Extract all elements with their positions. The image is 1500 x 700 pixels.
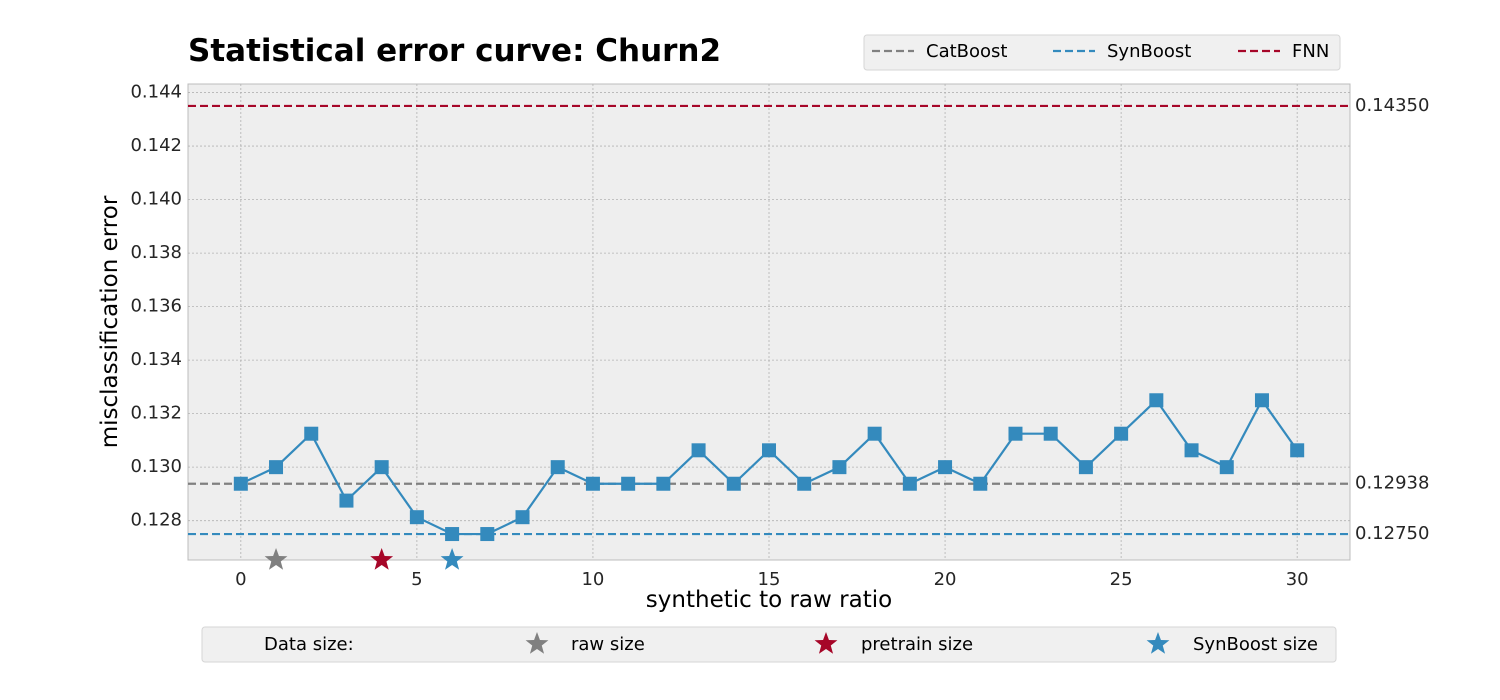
x-axis-label: synthetic to raw ratio	[646, 587, 892, 613]
y-tick-label: 0.136	[130, 296, 182, 317]
data-point	[973, 476, 988, 491]
legend-entry-label: raw size	[571, 634, 645, 655]
legend-entry-label: CatBoost	[926, 41, 1007, 62]
y-tick-label: 0.144	[130, 82, 182, 103]
grid	[188, 84, 1350, 560]
legend-star-icon	[814, 632, 838, 654]
data-point	[1290, 443, 1305, 458]
data-size-star-marker	[440, 548, 464, 570]
x-tick-label: 0	[235, 569, 246, 590]
reference-lines	[188, 104, 1350, 536]
legend-star-icon	[1146, 632, 1170, 654]
data-point	[867, 426, 882, 441]
legend-top-frame	[863, 34, 1341, 71]
data-point	[585, 476, 600, 491]
legend-entry-label: FNN	[1292, 41, 1329, 62]
reference-label-fnn: 0.14350	[1355, 95, 1429, 116]
y-tick-label: 0.140	[130, 189, 182, 210]
data-size-star-marker	[264, 548, 288, 570]
x-ticks: 0 5 10 15 20 25 30	[235, 569, 1309, 590]
data-point	[304, 426, 319, 441]
data-point	[726, 476, 741, 491]
data-point	[621, 476, 636, 491]
x-tick-label: 30	[1286, 569, 1309, 590]
y-tick-label: 0.132	[130, 403, 182, 424]
data-point	[1254, 393, 1269, 408]
data-point	[762, 443, 776, 458]
data-point	[269, 460, 284, 475]
series-layer	[233, 393, 1305, 542]
data-point	[1043, 426, 1058, 441]
data-point	[339, 493, 354, 508]
data-point	[1078, 460, 1093, 475]
legend-bottom-frame	[201, 626, 1337, 663]
x-tick-label: 15	[758, 569, 781, 590]
legend-bottom: Data size: raw size pretrain size SynBoost …	[201, 626, 1337, 663]
data-point	[1219, 460, 1234, 475]
y-axis-label: misclassification error	[97, 195, 123, 448]
data-point	[797, 476, 812, 491]
data-point	[938, 460, 953, 475]
data-size-star-marker	[370, 548, 394, 570]
data-point	[1008, 426, 1023, 441]
data-point	[656, 476, 671, 491]
y-tick-label: 0.130	[130, 456, 182, 477]
data-point	[409, 510, 424, 525]
data-point	[902, 476, 917, 491]
data-point	[1184, 443, 1199, 458]
data-point	[550, 460, 565, 475]
data-point	[832, 460, 847, 475]
legend-entry-label: SynBoost	[1107, 41, 1191, 62]
x-tick-label: 25	[1110, 569, 1133, 590]
x-tick-label: 10	[581, 569, 604, 590]
reference-label-catboost: 0.12938	[1355, 473, 1429, 494]
legend-entry-label: pretrain size	[861, 634, 973, 655]
reference-label-synboost: 0.12750	[1355, 523, 1429, 544]
reference-line-labels: 0.12938 0.12750 0.14350	[1355, 95, 1429, 544]
data-point	[1114, 426, 1129, 441]
data-point	[445, 527, 460, 542]
data-point	[233, 476, 248, 491]
data-point	[480, 527, 495, 542]
y-tick-label: 0.138	[130, 242, 182, 263]
legend-entry-label: SynBoost size	[1193, 634, 1318, 655]
data-point	[691, 443, 706, 458]
data-point	[374, 460, 389, 475]
size-markers	[264, 548, 464, 570]
y-tick-label: 0.142	[130, 135, 182, 156]
x-tick-label: 20	[934, 569, 957, 590]
legend-top: CatBoost SynBoost FNN	[863, 34, 1341, 71]
chart-title: Statistical error curve: Churn2	[188, 33, 721, 69]
data-point	[1149, 393, 1164, 408]
data-point	[515, 510, 530, 525]
y-tick-label: 0.128	[130, 510, 182, 531]
legend-star-icon	[525, 632, 549, 654]
x-tick-label: 5	[411, 569, 422, 590]
y-ticks: 0.128 0.130 0.132 0.134 0.136 0.138 0.140 0.142…	[130, 82, 182, 531]
y-tick-label: 0.134	[130, 349, 182, 370]
legend-heading: Data size:	[264, 634, 354, 655]
